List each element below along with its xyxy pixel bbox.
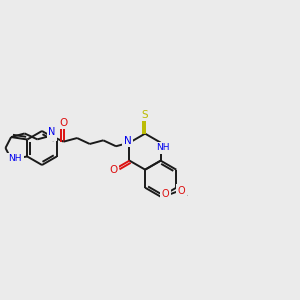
Text: O: O <box>59 118 68 128</box>
Text: S: S <box>142 110 148 120</box>
Text: NH: NH <box>8 154 22 164</box>
Text: O: O <box>109 165 117 175</box>
Text: O: O <box>162 189 169 199</box>
Text: O: O <box>178 186 185 196</box>
Text: H: H <box>49 130 55 139</box>
Text: N: N <box>48 127 56 137</box>
Text: NH: NH <box>156 143 169 152</box>
Text: N: N <box>124 136 131 146</box>
